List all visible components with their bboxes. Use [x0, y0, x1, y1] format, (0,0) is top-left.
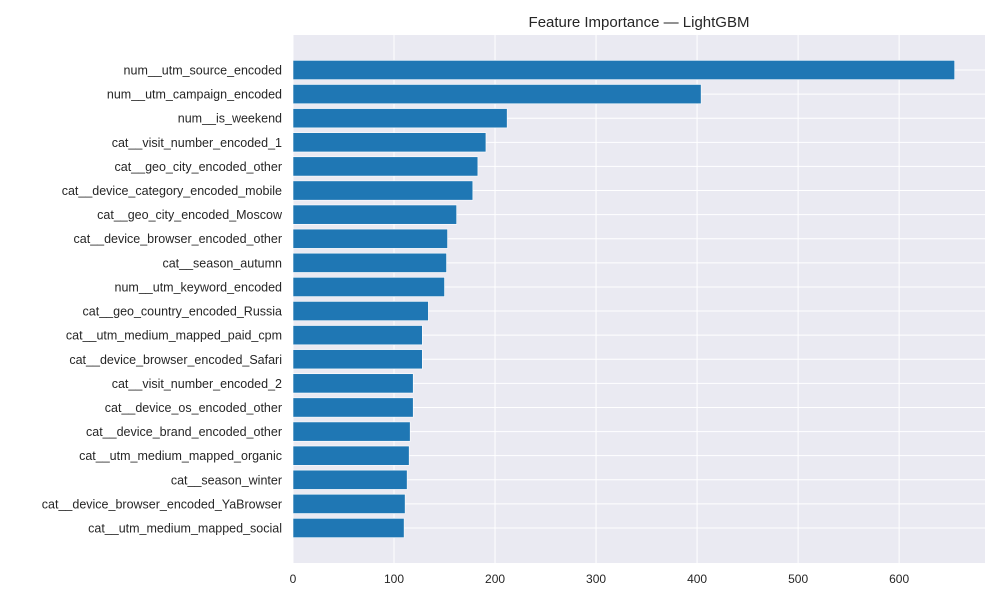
- bar: [292, 84, 702, 105]
- y-tick-label: num__utm_source_encoded: [124, 64, 282, 78]
- y-tick-label: cat__utm_medium_mapped_organic: [79, 449, 282, 463]
- bar: [292, 301, 429, 321]
- bar: [292, 373, 414, 394]
- y-tick-label: cat__device_brand_encoded_other: [86, 425, 282, 439]
- y-tick-label: cat__device_browser_encoded_Safari: [69, 353, 282, 367]
- y-tick-label: num__utm_keyword_encoded: [115, 280, 283, 294]
- bar: [292, 132, 487, 153]
- bar: [292, 108, 508, 129]
- x-tick-label: 0: [290, 572, 297, 586]
- bar: [292, 397, 414, 418]
- bar: [292, 156, 479, 177]
- bar: [292, 204, 457, 225]
- x-tick-label: 500: [788, 572, 808, 586]
- bars: [292, 60, 955, 538]
- chart-title: Feature Importance — LightGBM: [529, 14, 750, 31]
- x-tick-labels: 0 100 200 300 400 500 600: [290, 572, 910, 586]
- y-tick-label: cat__utm_medium_mapped_paid_cpm: [66, 329, 282, 343]
- bar: [292, 445, 410, 466]
- x-tick-label: 200: [485, 572, 505, 586]
- y-tick-label: cat__device_os_encoded_other: [105, 401, 282, 415]
- bar: [292, 228, 448, 249]
- bar: [292, 60, 955, 80]
- y-tick-label: cat__geo_city_encoded_other: [115, 160, 283, 174]
- y-tick-label: cat__season_autumn: [162, 256, 282, 270]
- bar: [292, 493, 406, 514]
- bar: [292, 421, 411, 442]
- bar: [292, 252, 447, 273]
- bar: [292, 277, 445, 297]
- x-tick-label: 300: [586, 572, 606, 586]
- bar: [292, 349, 423, 370]
- y-tick-label: cat__device_browser_encoded_other: [74, 232, 282, 246]
- bar: [292, 325, 423, 346]
- x-tick-label: 600: [889, 572, 909, 586]
- y-tick-label: cat__visit_number_encoded_2: [112, 377, 282, 391]
- bar: [292, 180, 474, 201]
- y-tick-label: num__utm_campaign_encoded: [107, 88, 282, 102]
- x-tick-label: 400: [687, 572, 707, 586]
- y-tick-label: cat__geo_country_encoded_Russia: [83, 305, 282, 319]
- y-tick-label: cat__season_winter: [171, 473, 282, 487]
- x-tick-label: 100: [384, 572, 404, 586]
- y-tick-label: cat__geo_city_encoded_Moscow: [97, 208, 283, 222]
- y-tick-label: cat__utm_medium_mapped_social: [88, 522, 282, 536]
- y-tick-label: cat__device_browser_encoded_YaBrowser: [42, 497, 282, 511]
- y-tick-labels: num__utm_source_encoded num__utm_campaign…: [42, 64, 283, 536]
- y-tick-label: num__is_weekend: [178, 112, 282, 126]
- y-tick-label: cat__device_category_encoded_mobile: [62, 184, 282, 198]
- bar: [292, 469, 408, 490]
- bar: [292, 518, 405, 538]
- y-tick-label: cat__visit_number_encoded_1: [112, 136, 282, 150]
